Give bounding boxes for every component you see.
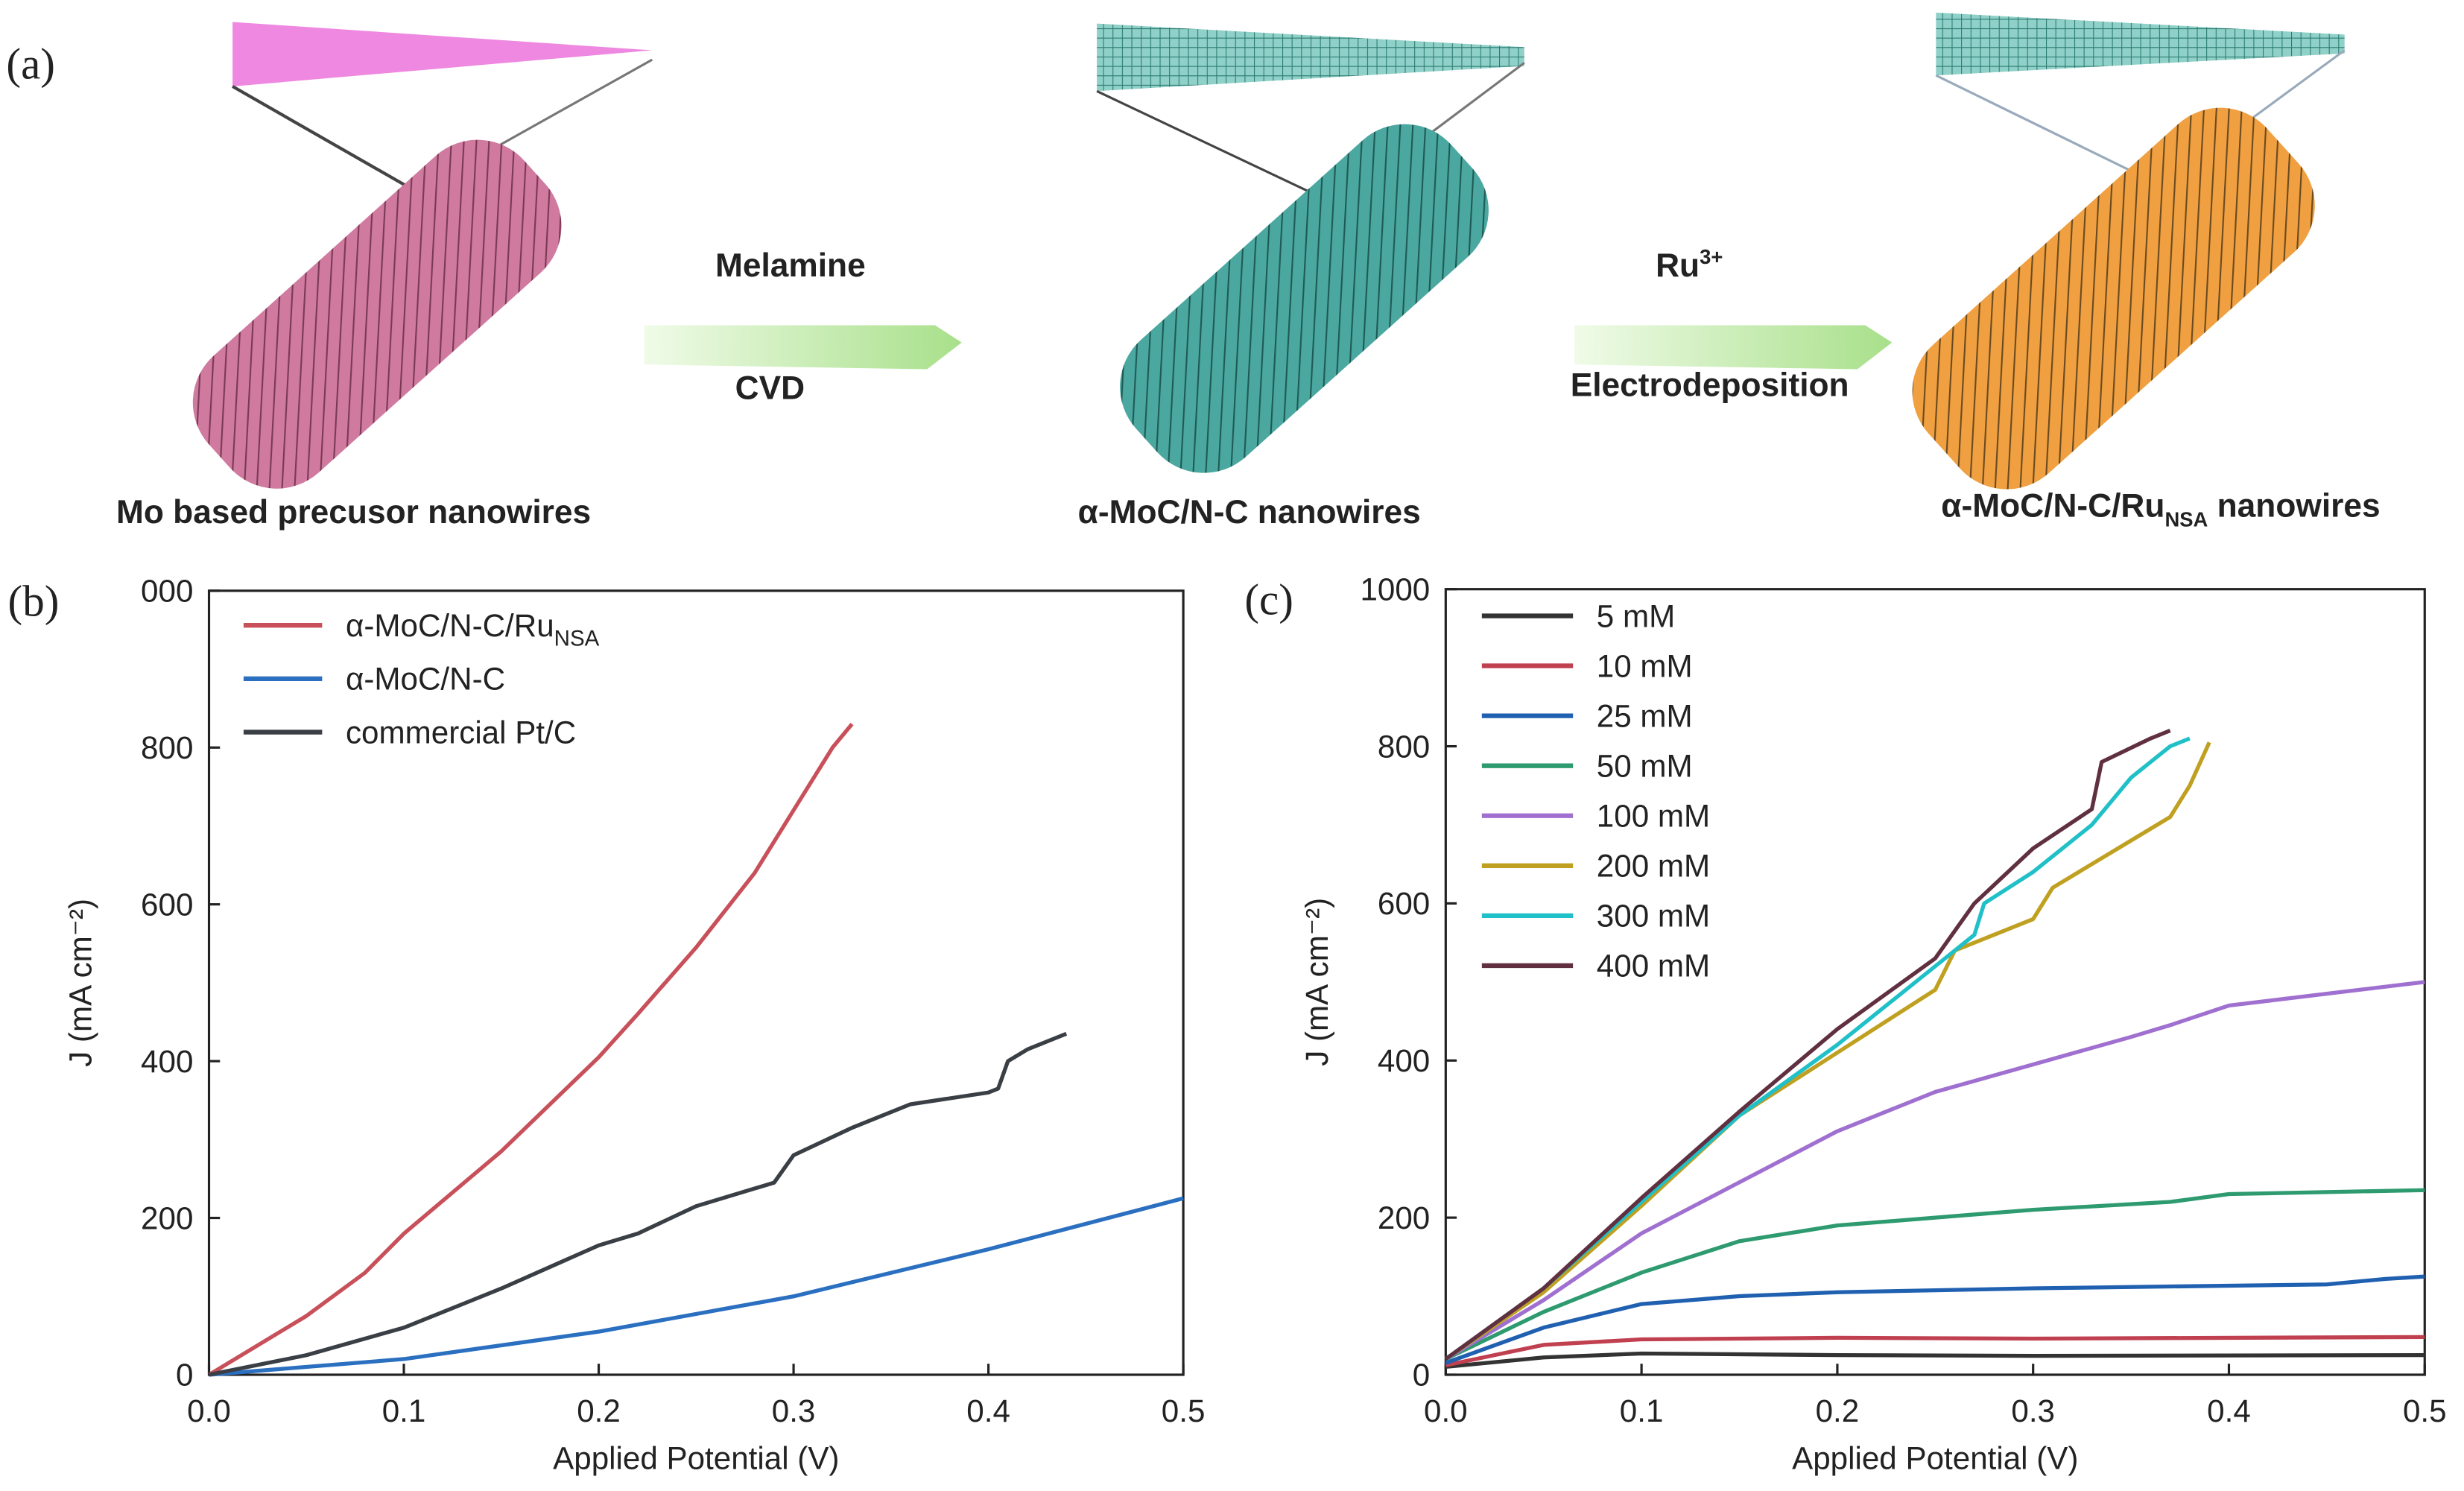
y-tick-label: 200 [141,1200,193,1235]
x-tick-label: 0.2 [1816,1393,1860,1428]
caption: α-MoC/N-C/RuNSA nanowires [1941,488,2380,531]
y-tick-label: 200 [1378,1200,1430,1235]
step-label: Melamine [715,247,866,284]
plot-frame [207,589,1185,1376]
x-tick-label: 0.0 [187,1393,231,1428]
y-tick-label: 800 [141,730,193,765]
connector [1096,89,1337,206]
x-tick-label: 0.1 [1620,1393,1664,1428]
nanowire [1120,124,1489,473]
data-line [208,722,854,1377]
subscript: NSA [2164,507,2208,531]
legend-text: commercial Pt/C [346,715,576,750]
legend-label: 50 mM [1597,748,1693,783]
cone [232,22,653,86]
cone [1097,23,1524,92]
y-tick-label: 400 [1378,1043,1430,1078]
legend-subscript: NSA [554,627,600,651]
schematic: (a) Melamine CVD Ru3+ Electrodeposition … [6,12,2381,531]
x-tick-label: 0.4 [966,1393,1010,1428]
panel-label: (c) [1244,574,1293,624]
y-axis-label: J (mA cm⁻²) [1299,898,1334,1066]
x-tick-label: 0.5 [1162,1393,1206,1428]
data-line [1444,736,2191,1361]
y-axis-label: J (mA cm⁻²) [63,899,98,1067]
legend-label: 100 mM [1597,799,1710,834]
nanowire [1912,107,2315,490]
arrow [1574,325,1893,370]
step-label: Ru3+ [1656,245,1723,284]
cone [1936,12,2345,76]
connector [232,85,417,194]
legend-label: α-MoC/N-C/RuNSA [346,608,600,651]
arrow [644,325,962,370]
legend-text: 5 mM [1597,598,1675,633]
legend-label: 10 mM [1597,648,1693,683]
legend-label: 300 mM [1597,899,1710,934]
legend-label: 400 mM [1597,949,1710,984]
data-line [1445,1351,2425,1370]
superscript: 3+ [1700,245,1723,268]
data-line [1444,980,2425,1361]
y-tick-label: 400 [141,1044,193,1079]
text-part: Ru [1656,247,1700,284]
data-line [1445,1274,2425,1365]
legend-text: 10 mM [1597,648,1693,683]
text-part: α-MoC/N-C/Ru [1941,488,2164,525]
legend-text: 300 mM [1597,899,1710,934]
y-tick-label: 600 [1378,886,1430,921]
x-axis-label: Applied Potential (V) [1792,1440,2078,1475]
y-tick-label: 0 [176,1358,193,1393]
data-line [208,1031,1068,1377]
x-axis-label: Applied Potential (V) [553,1440,839,1475]
panel-label: (a) [6,39,55,88]
legend-text: 100 mM [1597,799,1710,834]
data-line [1445,1188,2425,1361]
panel-label: (b) [8,577,60,626]
y-tick-label: 000 [141,574,193,609]
legend-text: 400 mM [1597,949,1710,984]
y-tick-label: 600 [141,887,193,922]
legend-text: 25 mM [1597,698,1693,733]
caption: α-MoC/N-C nanowires [1078,494,1421,531]
data-line [1445,1335,2425,1367]
caption: Mo based precusor nanowires [116,494,591,531]
legend-label: commercial Pt/C [346,715,576,750]
text-part: nanowires [2208,488,2380,525]
y-tick-label: 1000 [1360,572,1430,607]
y-tick-label: 0 [1413,1358,1430,1393]
x-tick-label: 0.2 [577,1393,621,1428]
x-tick-label: 0.1 [382,1393,426,1428]
plot-frame [1444,588,2426,1376]
legend-text: α-MoC/N-C/Ru [346,608,554,643]
legend-text: 200 mM [1597,849,1710,884]
legend-label: 200 mM [1597,849,1710,884]
x-tick-label: 0.0 [1424,1393,1468,1428]
legend-label: 5 mM [1597,598,1675,633]
step-label: Electrodeposition [1571,367,1849,403]
connector [1935,74,2161,187]
step-label: CVD [735,370,805,407]
x-tick-label: 0.3 [2011,1393,2055,1428]
legend-label: α-MoC/N-C [346,662,505,697]
x-tick-label: 0.5 [2403,1393,2447,1428]
x-tick-label: 0.3 [772,1393,816,1428]
x-tick-label: 0.4 [2207,1393,2251,1428]
data-line [209,1196,1184,1377]
legend-text: 50 mM [1597,748,1693,783]
nanowire [192,139,562,489]
data-line [1444,729,2171,1361]
y-tick-label: 800 [1378,729,1430,764]
legend-label: 25 mM [1597,698,1693,733]
legend-text: α-MoC/N-C [346,662,505,697]
